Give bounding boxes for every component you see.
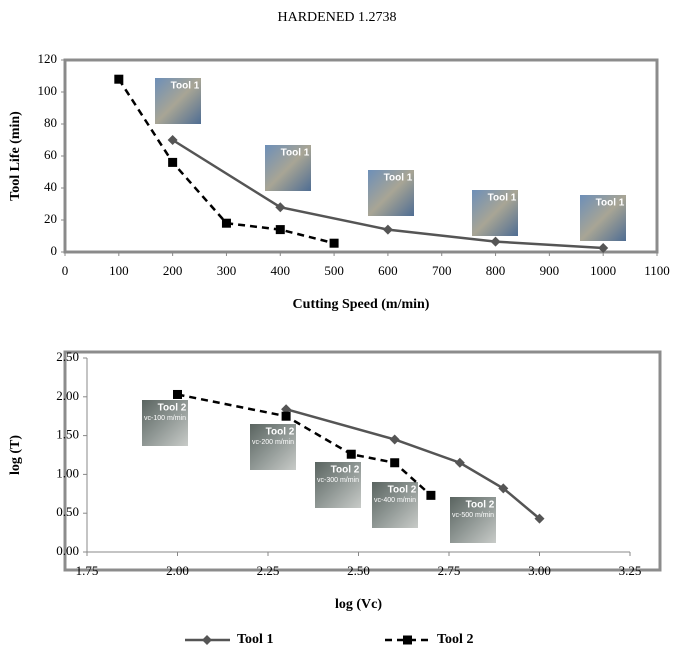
thumbnail-label: Tool 2: [388, 485, 417, 496]
y-tick-label: 20: [44, 211, 57, 226]
marker: [221, 218, 231, 228]
plot-frame: [63, 350, 662, 572]
marker: [382, 224, 393, 235]
x-tick-label: 300: [217, 263, 237, 278]
thumbnail-label: Tool 2: [158, 403, 187, 414]
marker: [329, 238, 339, 248]
thumbnail: [372, 482, 418, 528]
x-tick-label: 0: [62, 263, 69, 278]
x-tick-label: 1.75: [76, 563, 99, 578]
thumbnail: [368, 170, 414, 216]
x-tick-label: 500: [324, 263, 344, 278]
x-tick-label: 200: [163, 263, 183, 278]
thumbnail-label: Tool 1: [384, 173, 413, 184]
marker: [454, 457, 465, 468]
y-tick-label: 1.50: [56, 427, 79, 442]
x-tick-label: 3.00: [528, 563, 551, 578]
thumbnail: [250, 424, 296, 470]
chart-title: HARDENED 1.2738: [278, 10, 397, 25]
x-tick-label: 700: [432, 263, 452, 278]
series-line: [177, 393, 432, 497]
x-axis-label: Cutting Speed (m/min): [293, 297, 430, 312]
marker: [275, 202, 286, 213]
x-tick-label: 400: [271, 263, 291, 278]
thumbnail: [142, 400, 188, 446]
marker: [498, 483, 509, 494]
x-tick-label: 1100: [644, 263, 670, 278]
thumbnail-note: vc-200 m/min: [252, 439, 294, 446]
x-tick-label: 2.50: [347, 563, 370, 578]
marker: [426, 490, 436, 500]
thumbnail-note: vc-100 m/min: [144, 415, 186, 422]
thumbnail: [580, 195, 626, 241]
thumbnail-note: vc-300 m/min: [317, 477, 359, 484]
marker: [390, 458, 400, 468]
marker: [346, 449, 356, 459]
legend-label: Tool 1: [237, 632, 273, 647]
marker: [389, 434, 400, 445]
y-tick-label: 60: [44, 147, 57, 162]
marker: [534, 513, 545, 524]
marker: [275, 225, 285, 235]
thumbnail: [155, 78, 201, 124]
x-tick-label: 2.25: [257, 563, 280, 578]
thumbnail-label: Tool 1: [281, 148, 310, 159]
marker: [167, 135, 178, 145]
y-tick-label: 0.50: [56, 504, 79, 519]
thumbnail: [315, 462, 361, 508]
thumbnail-note: vc-500 m/min: [452, 512, 494, 519]
y-tick-label: 0: [51, 243, 58, 258]
marker: [168, 157, 178, 167]
x-tick-label: 2.00: [166, 563, 189, 578]
marker: [490, 236, 501, 247]
x-tick-label: 1000: [590, 263, 616, 278]
y-tick-label: 1.00: [56, 465, 79, 480]
thumbnail-label: Tool 1: [488, 193, 517, 204]
x-tick-label: 3.25: [619, 563, 642, 578]
y-tick-label: 0.00: [56, 543, 79, 558]
thumbnail-label: Tool 2: [266, 427, 295, 438]
y-tick-label: 40: [44, 179, 57, 194]
marker: [114, 74, 124, 84]
x-axis-label: log (Vc): [335, 597, 382, 612]
x-tick-label: 100: [109, 263, 129, 278]
thumbnail-note: vc-400 m/min: [374, 497, 416, 504]
y-tick-label: 80: [44, 115, 57, 130]
x-tick-label: 800: [486, 263, 506, 278]
x-tick-label: 600: [378, 263, 398, 278]
x-tick-label: 900: [540, 263, 560, 278]
thumbnail-label: Tool 2: [466, 500, 495, 511]
y-tick-label: 2.00: [56, 388, 79, 403]
thumbnail: [265, 145, 311, 191]
thumbnail-label: Tool 1: [171, 81, 200, 92]
thumbnail-label: Tool 2: [331, 465, 360, 476]
legend-marker: [202, 635, 212, 645]
y-axis-label: log (T): [8, 435, 23, 475]
y-axis-label: Tool Life (min): [8, 111, 23, 201]
x-tick-label: 2.75: [438, 563, 461, 578]
thumbnail: [450, 497, 496, 543]
y-tick-label: 120: [38, 51, 58, 66]
marker: [598, 243, 609, 253]
legend-label: Tool 2: [437, 632, 473, 647]
thumbnail-label: Tool 1: [596, 198, 625, 209]
marker: [173, 389, 182, 399]
y-tick-label: 2.50: [56, 349, 79, 364]
y-tick-label: 100: [38, 83, 58, 98]
marker: [281, 411, 291, 421]
thumbnail: [472, 190, 518, 236]
legend-marker: [403, 635, 412, 645]
